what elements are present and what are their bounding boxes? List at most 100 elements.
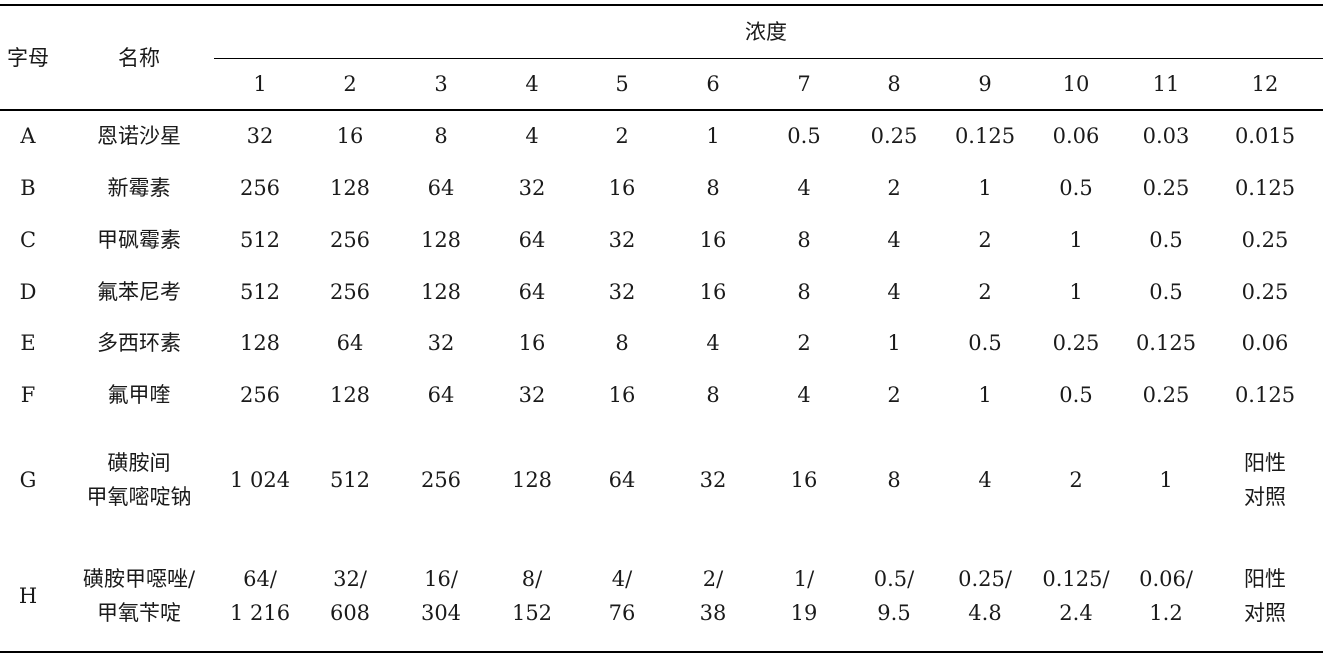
value-cell-line: 32 — [246, 124, 274, 148]
value-cell-line: 0.125 — [1234, 383, 1296, 407]
value-cell: 64 — [337, 327, 364, 359]
row-name-line: 多西环素 — [97, 331, 181, 355]
value-cell: 0.125 — [1235, 172, 1295, 204]
row-name-line: 甲氧苄啶 — [96, 601, 181, 625]
value-cell-line: 32 — [699, 468, 727, 492]
value-cell-line: 256 — [420, 468, 462, 492]
column-header: 7 — [797, 72, 811, 96]
row-name-line: 氟甲喹 — [107, 383, 171, 407]
header-divider — [214, 58, 1323, 59]
value-cell-line: 0.5 — [968, 331, 1002, 355]
value-cell-line: 1 — [978, 383, 992, 407]
value-cell: 64 — [609, 464, 636, 496]
value-cell-line: 4 — [706, 331, 720, 355]
value-cell-line: 32 — [608, 228, 636, 252]
column-header: 12 — [1251, 72, 1279, 96]
value-cell-line: 4/ — [611, 567, 633, 591]
value-cell: 128 — [421, 224, 461, 256]
value-cell-line: 4.8 — [968, 601, 1002, 625]
value-cell: 64 — [519, 224, 546, 256]
value-cell-line: 152 — [511, 601, 553, 625]
column-header: 8 — [887, 72, 901, 96]
column-header: 10 — [1062, 72, 1090, 96]
value-cell-line: 38 — [699, 601, 727, 625]
value-cell: 0.25 — [1242, 276, 1289, 308]
column-header: 5 — [615, 72, 629, 96]
value-cell: 16/304 — [421, 562, 461, 630]
value-cell-line: 9.5 — [877, 601, 911, 625]
value-cell-line: 16/ — [424, 567, 458, 591]
value-cell: 64 — [519, 276, 546, 308]
value-cell: 32 — [700, 464, 727, 496]
value-cell: 32 — [247, 120, 274, 152]
value-cell-line: 32/ — [333, 567, 367, 591]
header-name: 名称 — [118, 46, 160, 70]
value-cell-line: 2 — [978, 228, 992, 252]
row-name: 甲砜霉素 — [97, 224, 181, 256]
value-cell: 0.03 — [1143, 120, 1190, 152]
value-cell-line: 64 — [518, 228, 546, 252]
value-cell-line: 对照 — [1244, 485, 1286, 509]
value-cell-line: 0.25 — [1052, 331, 1100, 355]
value-cell: 阳性 对照 — [1244, 562, 1286, 630]
value-cell-line: 256 — [329, 228, 371, 252]
value-cell: 1 — [706, 120, 719, 152]
value-cell-line: 1 — [1159, 468, 1173, 492]
value-cell: 0.125/2.4 — [1042, 562, 1109, 630]
value-cell-line: 0.25 — [1241, 228, 1289, 252]
header-bottom-rule — [0, 109, 1323, 111]
value-cell: 8 — [706, 379, 719, 411]
value-cell-line: 2/ — [702, 567, 724, 591]
value-cell-line: 0.5 — [1149, 228, 1183, 252]
column-header: 11 — [1152, 72, 1180, 96]
value-cell-line: 2 — [887, 383, 901, 407]
value-cell-line: 1 — [1069, 228, 1083, 252]
value-cell: 256 — [330, 276, 370, 308]
value-cell-line: 16 — [518, 331, 546, 355]
value-cell-line: 2 — [615, 124, 629, 148]
value-cell: 16 — [609, 172, 636, 204]
value-cell-line: 16 — [336, 124, 364, 148]
value-cell: 0.125 — [955, 120, 1015, 152]
value-cell: 0.125 — [1235, 379, 1295, 411]
value-cell: 2 — [1069, 464, 1082, 496]
column-header: 2 — [343, 72, 357, 96]
row-letter: E — [20, 331, 36, 355]
value-cell: 64 — [428, 379, 455, 411]
value-cell-line: 8 — [797, 280, 811, 304]
value-cell: 2 — [615, 120, 628, 152]
value-cell: 128 — [240, 327, 280, 359]
value-cell: 0.015 — [1235, 120, 1295, 152]
value-cell: 8 — [706, 172, 719, 204]
value-cell: 0.5 — [1059, 172, 1092, 204]
value-cell: 4 — [797, 379, 810, 411]
value-cell-line: 0.03 — [1142, 124, 1190, 148]
value-cell: 4 — [797, 172, 810, 204]
value-cell-line: 0.125 — [1234, 176, 1296, 200]
value-cell: 2 — [887, 172, 900, 204]
value-cell: 1 — [978, 379, 991, 411]
value-cell: 16 — [519, 327, 546, 359]
value-cell: 2 — [978, 224, 991, 256]
value-cell-line: 256 — [329, 280, 371, 304]
value-cell: 0.06 — [1242, 327, 1289, 359]
value-cell-line: 0.06/ — [1139, 567, 1193, 591]
value-cell: 2 — [797, 327, 810, 359]
value-cell-line: 64 — [518, 280, 546, 304]
value-cell: 0.25 — [871, 120, 918, 152]
row-name: 恩诺沙星 — [97, 120, 181, 152]
row-name-line: 磺胺间 — [107, 451, 171, 475]
value-cell-line: 4 — [978, 468, 992, 492]
value-cell-line: 128 — [420, 228, 462, 252]
row-name: 磺胺甲噁唑/甲氧苄啶 — [83, 562, 195, 630]
value-cell-line: 8/ — [521, 567, 543, 591]
value-cell: 1 — [1069, 224, 1082, 256]
value-cell: 256 — [240, 379, 280, 411]
value-cell: 0.25 — [1242, 224, 1289, 256]
value-cell: 16 — [700, 224, 727, 256]
value-cell: 16 — [337, 120, 364, 152]
value-cell: 0.5 — [968, 327, 1001, 359]
value-cell-line: 0.125 — [954, 124, 1016, 148]
value-cell: 8 — [887, 464, 900, 496]
value-cell: 0.06 — [1053, 120, 1100, 152]
